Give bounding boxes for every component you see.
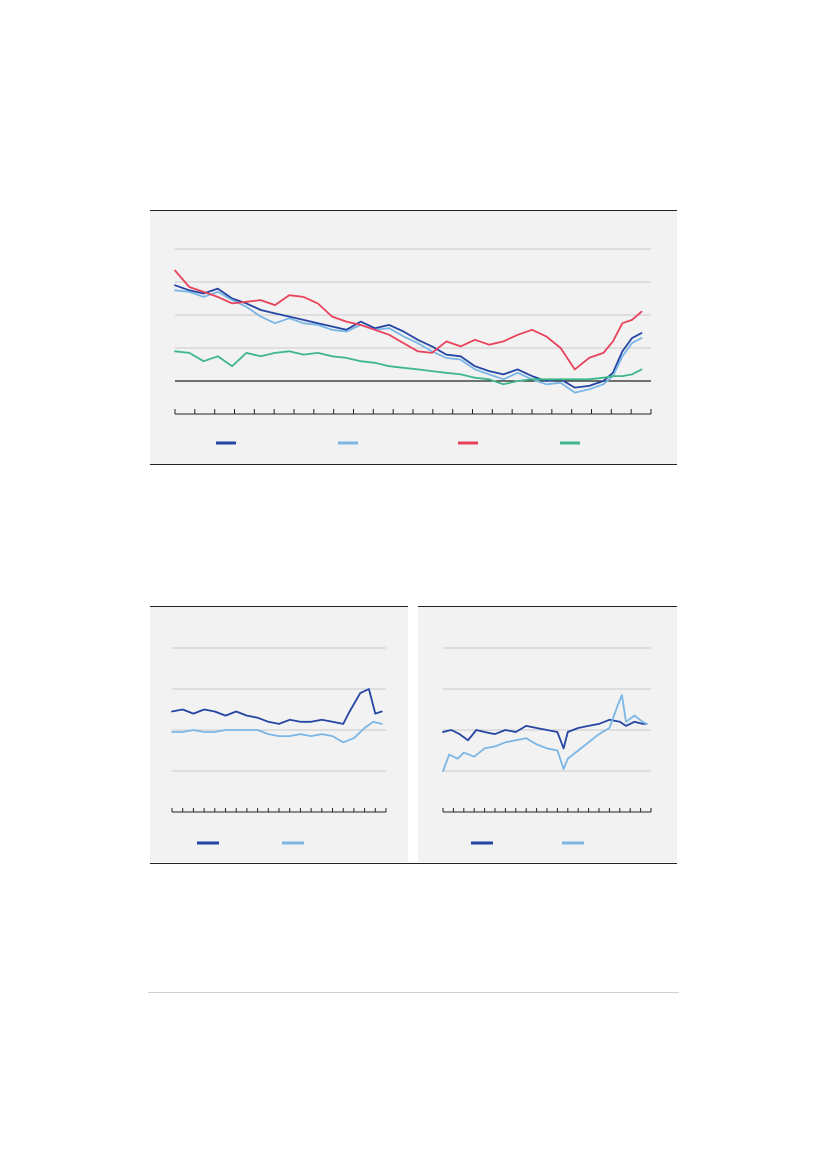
series-line-light-blue <box>171 720 383 744</box>
bottom-charts-rule <box>150 863 677 864</box>
bottom-right-chart-rule <box>418 606 677 607</box>
series-line-light-blue <box>442 694 648 772</box>
bottom-left-chart <box>171 647 387 845</box>
series-line-green <box>174 350 643 386</box>
series-line-light-blue <box>174 289 643 394</box>
bottom-left-chart-panel <box>150 607 408 862</box>
series-line-dark-blue <box>442 718 648 750</box>
bottom-right-chart <box>442 647 652 845</box>
top-chart <box>174 248 652 445</box>
series-line-dark-blue <box>171 688 383 725</box>
top-chart-bottom-rule <box>150 464 677 465</box>
top-chart-rule <box>150 210 677 211</box>
bottom-right-chart-panel <box>418 607 677 862</box>
bottom-left-chart-rule <box>150 606 408 607</box>
footer-divider <box>148 992 679 993</box>
series-line-dark-blue <box>174 284 643 389</box>
series-line-red <box>174 269 643 371</box>
top-chart-panel <box>150 211 677 464</box>
